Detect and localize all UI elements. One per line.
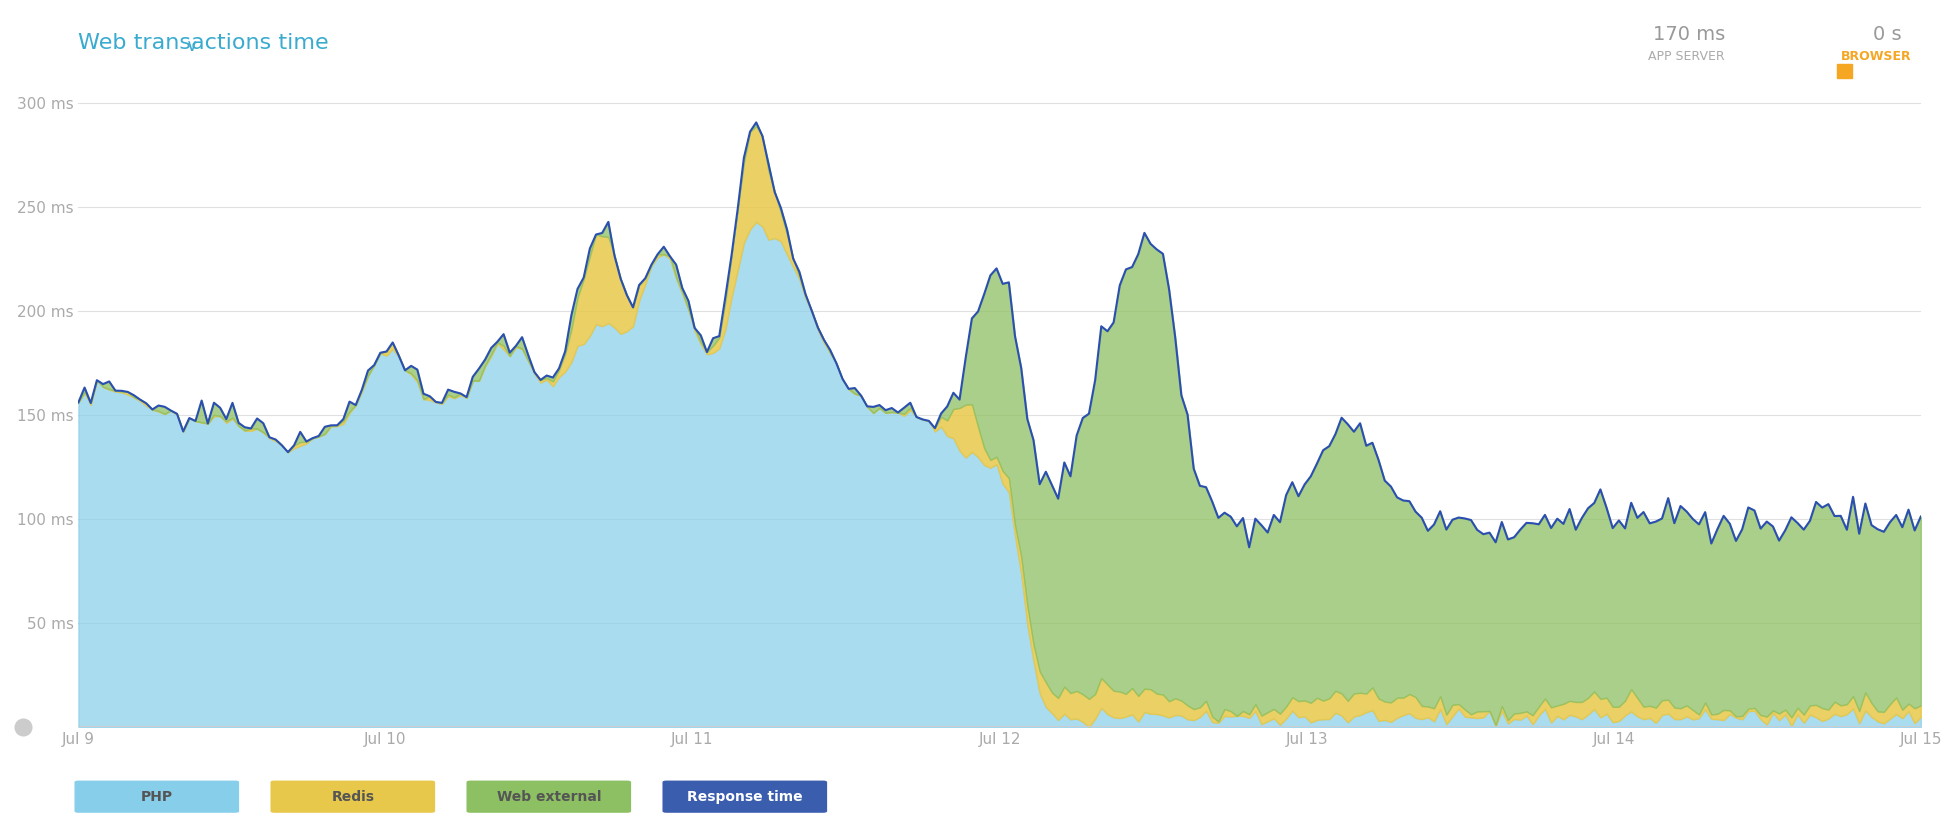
Text: 0 s: 0 s <box>1872 25 1901 44</box>
Text: ∨: ∨ <box>186 37 198 55</box>
Text: 170 ms: 170 ms <box>1652 25 1725 44</box>
Text: Web transactions time: Web transactions time <box>78 33 329 53</box>
Text: BROWSER: BROWSER <box>1840 50 1911 63</box>
Text: PHP: PHP <box>141 790 172 804</box>
Text: Response time: Response time <box>688 790 802 804</box>
Text: APP SERVER: APP SERVER <box>1648 50 1725 63</box>
Text: Web external: Web external <box>496 790 602 804</box>
Text: Redis: Redis <box>331 790 374 804</box>
